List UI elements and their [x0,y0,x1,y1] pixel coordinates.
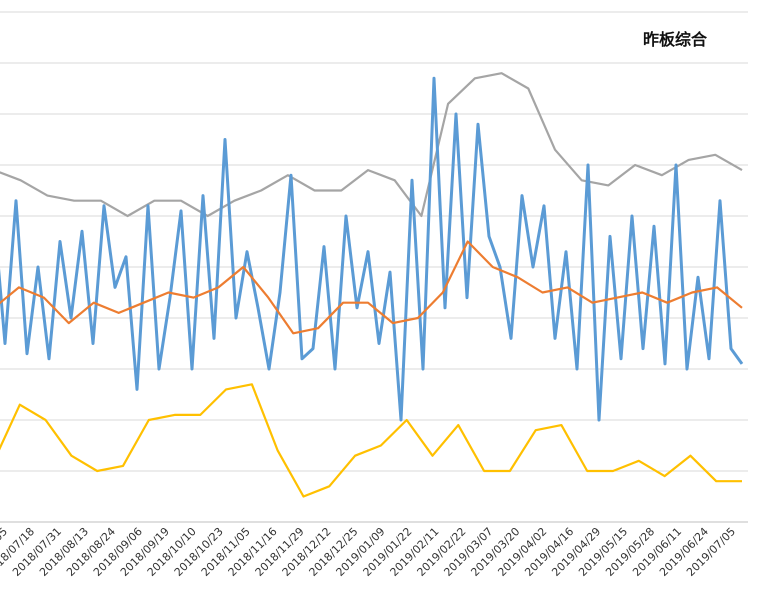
chart-title: 昨板综合 [643,30,708,49]
series-line-orange [0,240,743,335]
x-tick-labels: 2018/07/052018/07/182018/07/312018/08/13… [0,525,738,579]
series-line-blue [0,76,744,422]
grid-lines [0,11,748,523]
series-layer [0,72,744,498]
series-line-gray [0,72,743,218]
series-line-yellow [0,383,742,498]
